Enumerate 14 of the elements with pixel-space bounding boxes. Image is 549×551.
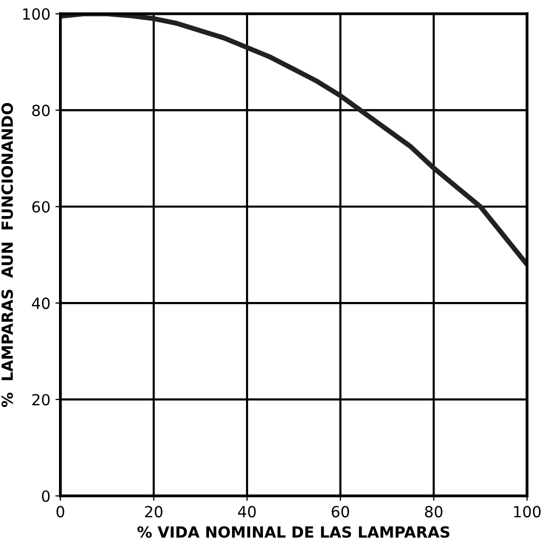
y-tick-label: 0 (42, 490, 50, 502)
x-tick-label: 100 (514, 506, 541, 518)
y-tick-label: 20 (32, 394, 50, 406)
y-tick-label: 60 (32, 201, 50, 213)
x-tick-label: 40 (238, 506, 256, 518)
x-tick-label: 20 (145, 506, 162, 518)
x-tick-label: 80 (425, 506, 442, 518)
y-tick-label: 40 (32, 298, 50, 310)
x-tick-label: 0 (56, 506, 64, 518)
x-tick-label: 60 (332, 506, 350, 518)
y-tick-label: 100 (23, 8, 50, 20)
x-axis-title: % VIDA NOMINAL DE LAS LAMPARAS (137, 526, 450, 538)
y-axis-title: % LAMPARAS AUN FUNCIONANDO (1, 102, 13, 408)
y-tick-label: 80 (32, 104, 50, 116)
